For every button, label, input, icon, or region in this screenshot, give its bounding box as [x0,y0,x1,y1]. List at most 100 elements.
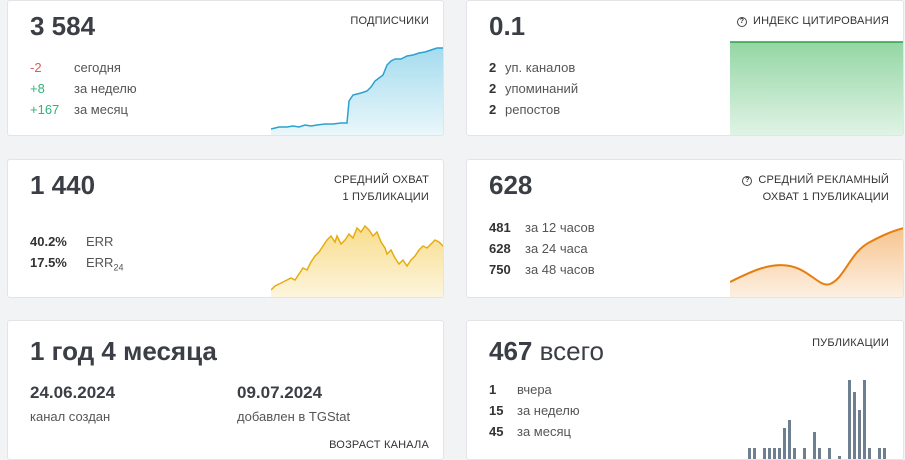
ad-reach-label-line1: ? СРЕДНИЙ РЕКЛАМНЫЙ [742,172,889,189]
publication-bar [878,448,881,459]
stat-text: вчера [517,382,552,397]
stat-text: за 48 часов [525,262,595,277]
publication-bar [788,420,791,459]
publication-bar [853,392,856,459]
err24-value: 17.5% [30,255,67,270]
err-label: ERR [86,234,114,249]
publication-bar [838,456,841,459]
stat-text: за 12 часов [525,220,595,235]
err24-row: 17.5% ERR24 [30,252,123,279]
avg-reach-label: СРЕДНИЙ ОХВАТ 1 ПУБЛИКАЦИИ [334,172,429,206]
citation-label: ? ИНДЕКС ЦИТИРОВАНИЯ [737,13,889,30]
avg-reach-card[interactable]: 1 440 СРЕДНИЙ ОХВАТ 1 ПУБЛИКАЦИИ 40.2% ER… [7,159,444,298]
subscribers-count: 3 584 [30,11,96,41]
citation-card[interactable]: 0.1 ? ИНДЕКС ЦИТИРОВАНИЯ 2 уп. каналов 2 уп… [466,0,904,136]
stat-value: 15 [489,403,504,418]
publication-bar [763,448,766,459]
channel-age-label: ВОЗРАСТ КАНАЛА [329,439,429,451]
stat-value: 45 [489,424,504,439]
publication-bar [858,410,861,459]
stat-row: 750 за 48 часов [489,259,595,280]
stat-text: за месяц [517,424,571,439]
publication-bar [753,448,756,459]
stat-value: +167 [30,102,60,117]
publication-bar [818,448,821,459]
publications-count: 467 [489,336,533,366]
ad-reach-label-line2: ОХВАТ 1 ПУБЛИКАЦИИ [762,191,889,203]
channel-age-value: 1 год 4 месяца [30,336,217,366]
stat-value: -2 [30,60,42,75]
question-circle-icon[interactable]: ? [737,17,748,27]
stat-row-month: +167 за месяц [30,99,137,120]
citation-sparkline [730,41,903,135]
added-label: добавлен в TGStat [237,409,351,424]
publication-bar [773,448,776,459]
stat-value: 1 [489,382,497,397]
err-stats: 40.2% ERR 17.5% ERR24 [30,231,123,279]
stat-text: за неделю [74,81,137,96]
err-row: 40.2% ERR [30,231,123,252]
stat-text: за 24 часа [525,241,588,256]
stat-row: 2 уп. каналов [489,57,578,78]
avg-reach-label-line1: СРЕДНИЙ ОХВАТ [333,174,429,186]
stat-value: 2 [489,60,497,75]
ad-reach-sparkline [730,227,903,297]
added-date: 09.07.2024 [237,383,323,402]
ad-reach-card[interactable]: 628 ? СРЕДНИЙ РЕКЛАМНЫЙ ОХВАТ 1 ПУБЛИКАЦИ… [466,159,904,298]
stat-value: 2 [489,81,497,96]
stat-text: уп. каналов [505,60,576,75]
stat-value: 2 [489,102,497,117]
stat-value: +8 [30,81,45,96]
created-date: 24.06.2024 [30,383,116,402]
publication-bar [863,380,866,459]
subscribers-card[interactable]: 3 584 ПОДПИСЧИКИ -2 сегодня +8 за неделю +… [7,0,444,136]
publication-bar [803,448,806,459]
err24-label: ERR [86,255,114,270]
citation-stats: 2 уп. каналов 2 упоминаний 2 репостов [489,57,578,120]
stat-row: 628 за 24 часа [489,238,595,259]
err-value: 40.2% [30,234,67,249]
stat-value: 481 [489,220,511,235]
publication-bar [768,448,771,459]
stat-row-week: +8 за неделю [30,78,137,99]
publications-suffix: всего [539,336,604,366]
avg-reach-value: 1 440 [30,170,96,200]
channel-age-card[interactable]: 1 год 4 месяца 24.06.2024 канал создан 0… [7,320,444,460]
stat-value: 750 [489,262,511,277]
stat-value: 628 [489,241,511,256]
publication-bar [793,448,796,459]
stat-row: 2 упоминаний [489,78,578,99]
stat-row: 2 репостов [489,99,578,120]
stat-text: репостов [505,102,561,117]
publications-stats: 1 вчера 15 за неделю 45 за месяц [489,379,580,442]
ad-reach-label: ? СРЕДНИЙ РЕКЛАМНЫЙ ОХВАТ 1 ПУБЛИКАЦИИ [742,172,889,206]
publications-total: 467 всего [489,336,604,367]
avg-reach-label-line2: 1 ПУБЛИКАЦИИ [342,191,429,203]
stat-text: за неделю [517,403,580,418]
subscribers-stats: -2 сегодня +8 за неделю +167 за месяц [30,57,137,120]
publications-card[interactable]: 467 всего ПУБЛИКАЦИИ 1 вчера 15 за неделю … [466,320,904,460]
publication-bar [748,448,751,459]
citation-label-text: ИНДЕКС ЦИТИРОВАНИЯ [753,15,889,27]
ad-reach-label-text: СРЕДНИЙ РЕКЛАМНЫЙ [758,174,889,186]
publication-bar [778,448,781,459]
stat-row: 1 вчера [489,379,580,400]
created-label: канал создан [30,409,111,424]
publication-bar [883,448,886,459]
subscribers-sparkline [271,47,443,135]
publications-label: ПУБЛИКАЦИИ [812,337,889,349]
subscribers-label: ПОДПИСЧИКИ [350,15,429,27]
stat-text: за месяц [74,102,128,117]
question-circle-icon[interactable]: ? [742,176,753,186]
ad-reach-value: 628 [489,170,533,200]
publication-bar [783,428,786,459]
publication-bar [828,448,831,459]
stat-text: сегодня [74,60,121,75]
publication-bar [868,448,871,459]
publication-bar [813,432,816,459]
stat-text: упоминаний [505,81,579,96]
ad-reach-stats: 481 за 12 часов 628 за 24 часа 750 за 48 ча… [489,217,595,280]
stat-row: 15 за неделю [489,400,580,421]
stat-row: 45 за месяц [489,421,580,442]
publications-bar-sparkline [748,380,886,459]
